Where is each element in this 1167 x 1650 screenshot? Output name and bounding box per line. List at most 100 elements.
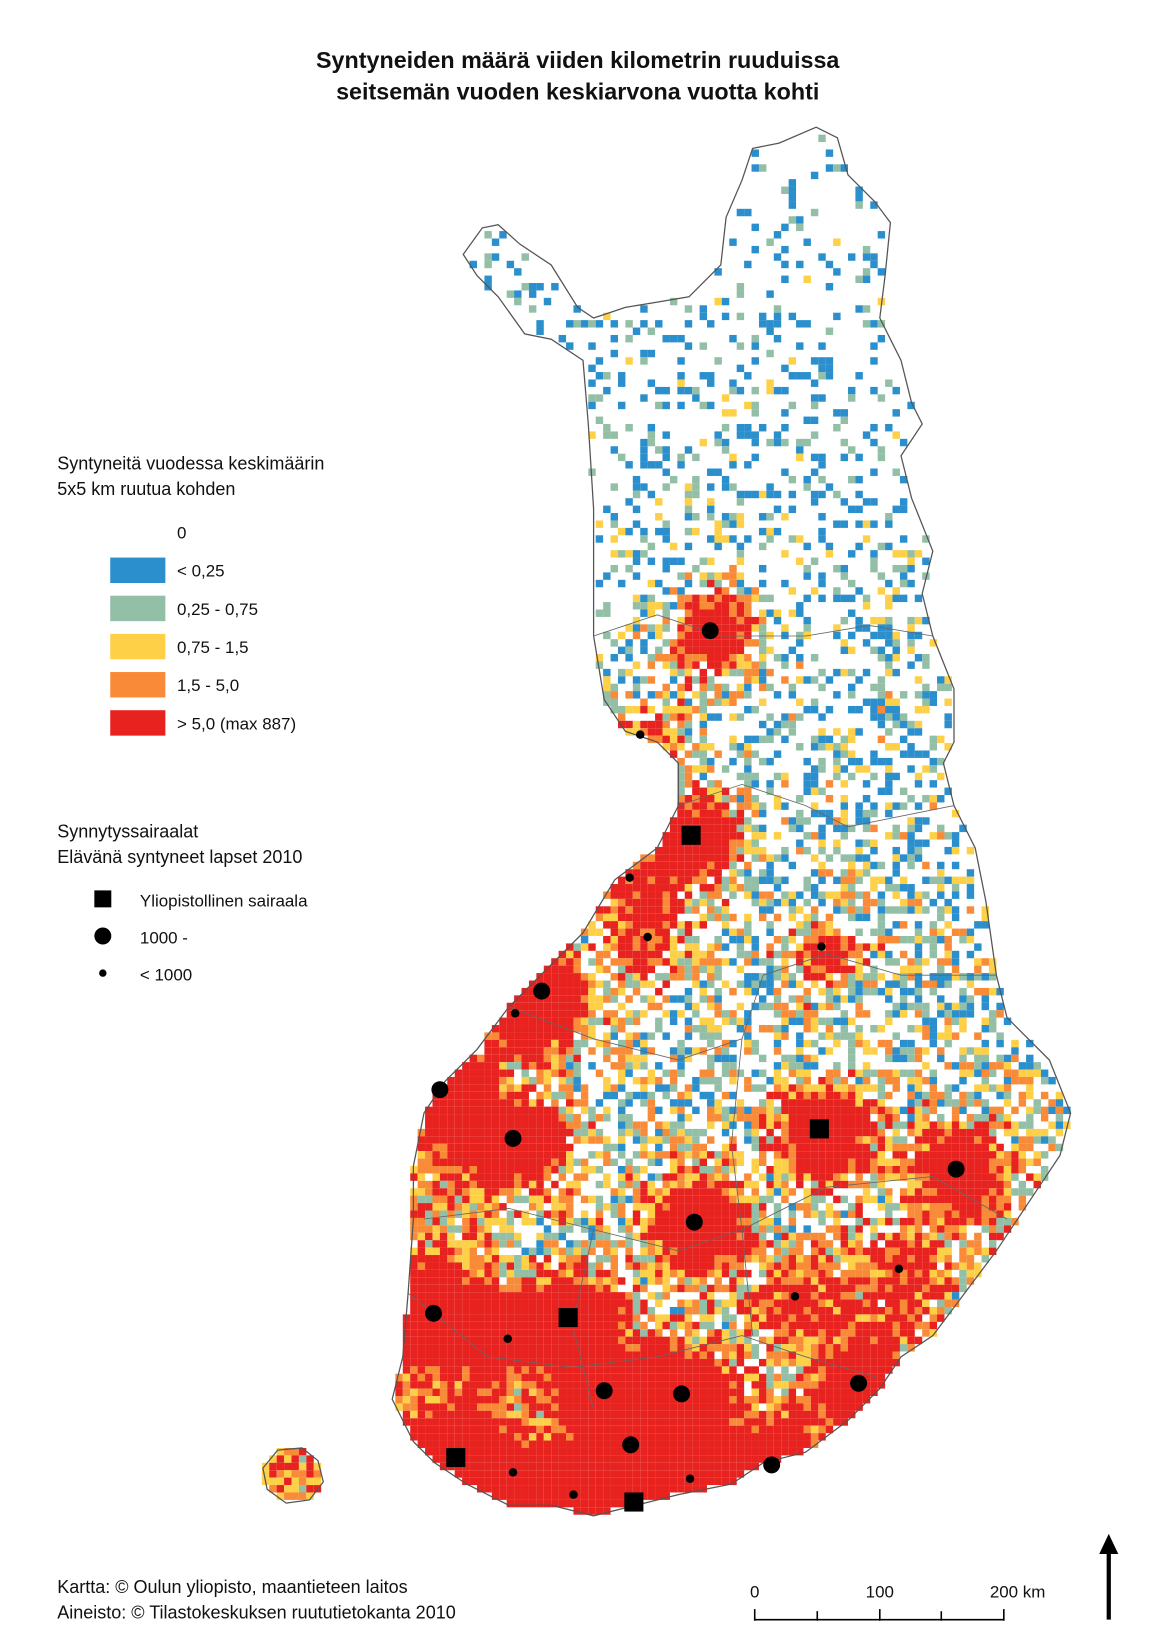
grid-cell bbox=[729, 616, 737, 625]
grid-cell bbox=[781, 1269, 789, 1278]
grid-cell bbox=[833, 958, 841, 966]
grid-cell bbox=[885, 513, 893, 521]
grid-cell bbox=[655, 527, 663, 536]
grid-cell bbox=[1011, 1136, 1019, 1144]
grid-cell bbox=[677, 334, 685, 343]
grid-cell bbox=[907, 661, 915, 669]
grid-cell bbox=[781, 468, 789, 476]
grid-cell bbox=[810, 1054, 819, 1063]
grid-cell bbox=[870, 683, 878, 692]
grid-cell bbox=[543, 1232, 552, 1241]
grid-cell bbox=[447, 1158, 455, 1166]
grid-cell bbox=[580, 995, 589, 1003]
grid-cell bbox=[528, 1054, 537, 1063]
grid-cell bbox=[773, 973, 782, 981]
grid-cell bbox=[847, 869, 856, 877]
grid-cell bbox=[692, 602, 700, 610]
grid-cell bbox=[736, 646, 745, 655]
grid-cell bbox=[573, 1128, 581, 1137]
grid-cell bbox=[684, 958, 693, 966]
grid-cell bbox=[885, 1262, 893, 1270]
grid-cell bbox=[543, 1306, 552, 1315]
grid-cell bbox=[632, 1188, 641, 1196]
grid-cell bbox=[491, 1151, 500, 1159]
grid-cell bbox=[551, 1180, 559, 1189]
grid-cell bbox=[499, 231, 507, 239]
grid-cell bbox=[677, 587, 685, 595]
grid-cell bbox=[922, 654, 930, 662]
grid-cell bbox=[855, 869, 863, 877]
grid-cell bbox=[536, 1010, 544, 1018]
grid-cell bbox=[736, 208, 745, 217]
grid-cell bbox=[937, 1114, 945, 1122]
grid-cell bbox=[514, 1240, 522, 1248]
grid-cell bbox=[640, 594, 648, 603]
grid-cell bbox=[862, 1180, 871, 1189]
grid-cell bbox=[944, 713, 952, 721]
grid-cell bbox=[766, 713, 774, 721]
grid-cell bbox=[966, 1165, 975, 1174]
grid-cell bbox=[729, 1158, 737, 1166]
grid-cell bbox=[781, 423, 789, 432]
grid-cell bbox=[758, 1210, 767, 1218]
grid-cell bbox=[610, 483, 618, 491]
grid-cell bbox=[662, 1121, 670, 1129]
grid-cell bbox=[1033, 1158, 1041, 1166]
grid-cell bbox=[677, 757, 685, 766]
grid-cell bbox=[781, 1084, 789, 1092]
grid-cell bbox=[810, 1247, 819, 1256]
grid-cell bbox=[640, 602, 648, 610]
grid-cell bbox=[677, 1062, 685, 1070]
grid-cell bbox=[462, 1321, 470, 1330]
grid-cell bbox=[758, 735, 767, 744]
grid-cell bbox=[707, 483, 715, 491]
grid-cell bbox=[818, 1188, 826, 1196]
grid-cell bbox=[684, 928, 693, 936]
grid-cell bbox=[937, 1158, 945, 1166]
grid-cell bbox=[655, 935, 663, 944]
grid-cell bbox=[603, 1203, 611, 1211]
grid-cell bbox=[536, 1188, 544, 1196]
grid-cell bbox=[729, 1010, 737, 1018]
grid-cell bbox=[914, 1203, 923, 1211]
grid-cell bbox=[870, 1255, 878, 1263]
grid-cell bbox=[721, 1306, 730, 1315]
grid-cell bbox=[632, 884, 641, 892]
grid-cell bbox=[417, 1269, 426, 1278]
grid-cell bbox=[914, 1010, 923, 1018]
grid-cell bbox=[870, 342, 878, 350]
grid-cell bbox=[588, 364, 596, 373]
grid-cell bbox=[699, 1047, 708, 1055]
grid-cell bbox=[937, 1217, 945, 1226]
grid-cell bbox=[914, 802, 923, 810]
grid-cell bbox=[558, 1039, 567, 1048]
grid-cell bbox=[580, 935, 589, 944]
grid-cell bbox=[721, 906, 730, 914]
grid-cell bbox=[840, 794, 848, 803]
grid-cell bbox=[625, 884, 633, 892]
grid-cell bbox=[744, 1173, 752, 1181]
grid-cell bbox=[758, 1217, 767, 1226]
grid-cell bbox=[840, 616, 848, 625]
grid-cell bbox=[744, 1121, 752, 1129]
grid-cell bbox=[773, 1247, 782, 1256]
grid-cell bbox=[751, 1039, 759, 1048]
grid-cell bbox=[751, 357, 759, 365]
grid-cell bbox=[439, 1232, 448, 1241]
grid-cell bbox=[432, 1114, 440, 1122]
grid-cell bbox=[892, 468, 900, 476]
grid-cell bbox=[847, 691, 856, 699]
grid-cell bbox=[640, 1306, 648, 1315]
grid-cell bbox=[929, 780, 938, 788]
grid-cell bbox=[892, 854, 900, 862]
grid-cell bbox=[899, 1047, 908, 1055]
grid-cell bbox=[951, 1002, 960, 1011]
grid-cell bbox=[573, 1121, 581, 1129]
grid-cell bbox=[773, 832, 782, 840]
grid-cell bbox=[788, 475, 797, 484]
grid-cell bbox=[543, 1047, 552, 1055]
grid-cell bbox=[699, 794, 708, 803]
grid-cell bbox=[847, 728, 856, 736]
grid-cell bbox=[847, 906, 856, 914]
grid-cell bbox=[818, 1195, 826, 1204]
